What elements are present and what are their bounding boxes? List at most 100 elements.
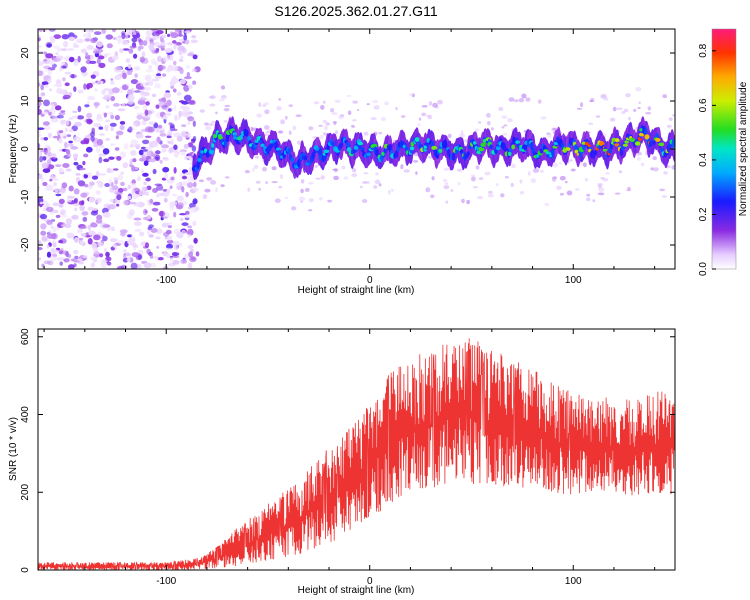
noise-blob <box>77 89 84 94</box>
haze-blob <box>391 188 394 192</box>
haze-blob <box>475 165 480 170</box>
noise-blob <box>72 202 80 207</box>
haze-blob <box>471 176 476 182</box>
noise-blob <box>66 120 70 126</box>
noise-blob <box>72 153 79 159</box>
noise-blob <box>130 182 137 190</box>
haze-blob <box>445 200 449 204</box>
haze-blob <box>254 155 260 159</box>
noise-blob <box>43 99 50 107</box>
haze-blob <box>210 120 217 124</box>
haze-blob <box>627 150 631 153</box>
noise-blob <box>65 251 69 257</box>
noise-blob <box>155 104 160 109</box>
noise-blob <box>124 32 129 40</box>
noise-blob <box>76 115 85 120</box>
noise-blob <box>74 207 78 212</box>
haze-blob <box>252 167 255 172</box>
haze-blob <box>559 192 565 196</box>
noise-blob <box>173 144 178 150</box>
haze-blob <box>298 196 305 202</box>
noise-blob <box>55 52 59 56</box>
noise-blob <box>45 53 54 59</box>
noise-blob <box>187 225 192 229</box>
noise-blob <box>157 124 163 129</box>
haze-blob <box>384 101 389 106</box>
noise-blob <box>159 159 163 164</box>
noise-blob <box>82 216 88 222</box>
noise-blob <box>84 135 91 139</box>
noise-blob <box>47 159 52 166</box>
haze-blob <box>544 202 550 207</box>
noise-blob <box>92 250 100 255</box>
noise-blob <box>103 158 110 163</box>
haze-blob <box>308 181 314 185</box>
noise-blob <box>168 147 174 154</box>
noise-blob <box>156 193 161 198</box>
haze-blob <box>291 206 297 211</box>
haze-blob <box>508 97 515 102</box>
noise-blob <box>108 204 116 210</box>
haze-blob <box>277 130 284 134</box>
noise-blob <box>132 242 137 248</box>
noise-blob <box>119 229 128 234</box>
noise-blob <box>73 59 79 67</box>
noise-blob <box>133 66 141 71</box>
noise-blob <box>55 214 61 219</box>
haze-blob <box>366 103 370 106</box>
noise-blob <box>145 101 150 106</box>
noise-blob <box>102 235 108 242</box>
noise-blob <box>43 51 48 55</box>
haze-blob <box>362 181 369 184</box>
haze-blob <box>288 104 293 107</box>
noise-blob <box>145 30 152 36</box>
y-tick-label: 600 <box>20 328 31 345</box>
noise-blob <box>134 167 139 170</box>
haze-blob <box>304 187 310 192</box>
haze-blob <box>203 122 209 126</box>
haze-blob <box>510 182 514 188</box>
noise-blob <box>188 99 196 104</box>
noise-blob <box>131 37 138 43</box>
haze-blob <box>623 108 629 113</box>
haze-blob <box>650 167 654 171</box>
noise-blob <box>175 183 180 187</box>
noise-blob <box>100 261 107 268</box>
noise-blob <box>91 242 97 249</box>
noise-blob <box>166 42 173 46</box>
noise-blob <box>96 57 101 65</box>
ridge-peak <box>212 134 218 139</box>
noise-blob <box>38 70 43 77</box>
noise-blob <box>77 105 82 113</box>
noise-blob <box>185 210 190 215</box>
haze-blob <box>566 190 573 196</box>
noise-blob <box>126 258 131 262</box>
noise-blob <box>68 128 74 133</box>
noise-blob <box>181 47 187 54</box>
x-tick-label: -100 <box>156 275 176 286</box>
noise-blob <box>87 95 96 101</box>
haze-blob <box>347 110 352 116</box>
noise-blob <box>137 176 141 182</box>
noise-blob <box>166 243 173 250</box>
noise-blob <box>180 217 184 222</box>
noise-blob <box>84 104 90 108</box>
noise-blob <box>116 203 120 207</box>
noise-blob <box>144 135 152 138</box>
haze-blob <box>530 178 537 184</box>
haze-blob <box>475 128 480 132</box>
noise-blob <box>82 73 88 77</box>
noise-blob <box>111 189 118 194</box>
noise-blob <box>127 184 131 190</box>
haze-blob <box>323 132 327 136</box>
noise-blob <box>73 198 78 203</box>
haze-blob <box>341 165 346 170</box>
noise-blob <box>162 73 167 77</box>
haze-blob <box>333 175 339 181</box>
noise-blob <box>52 202 60 207</box>
ridge-core <box>652 140 656 145</box>
noise-blob <box>193 181 197 188</box>
noise-blob <box>53 34 62 39</box>
noise-blob <box>162 166 170 173</box>
